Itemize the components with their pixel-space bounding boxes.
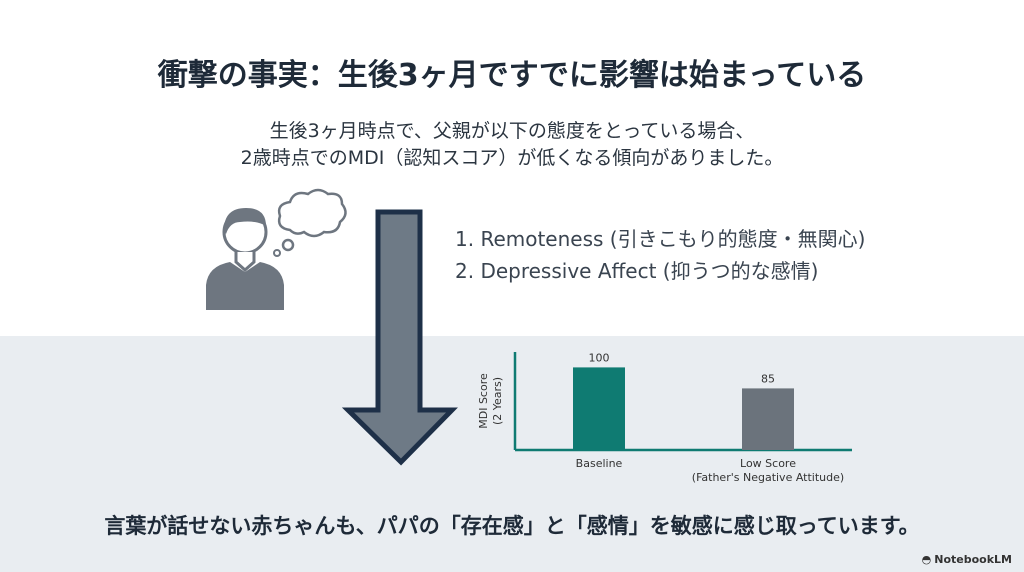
list-item-depressive-affect: 2. Depressive Affect (抑うつ的な感情) (455, 259, 819, 283)
logo-text: NotebookLM (934, 553, 1012, 566)
category-label-1-0: Low Score (740, 457, 796, 470)
subtitle-line-2: 2歳時点でのMDI（認知スコア）が低くなる傾向がありました。 (240, 147, 784, 169)
list-item-remoteness: 1. Remoteness (引きこもり的態度・無関心) (455, 227, 866, 251)
y-axis-label-0: MDI Score (477, 373, 490, 429)
category-label-0-0: Baseline (576, 457, 623, 470)
data-label-1: 85 (761, 372, 775, 385)
data-label-0: 100 (589, 351, 610, 364)
bottom-background (0, 336, 1024, 572)
bar-0 (573, 367, 625, 450)
down-arrow-icon (341, 209, 458, 466)
notebooklm-logo: ◓ NotebookLM (922, 553, 1012, 566)
slide-title: 衝撃の事実：生後3ヶ月ですでに影響は始まっている (157, 58, 867, 93)
person-thinking-icon (206, 188, 347, 310)
mdi-bar-chart: 100 Baseline 85 Low Score(Father's Negative… (477, 351, 852, 484)
category-label-1-1: (Father's Negative Attitude) (692, 471, 844, 484)
subtitle-line-1: 生後3ヶ月時点で、父親が以下の態度をとっている場合、 (269, 120, 755, 142)
logo-icon: ◓ (921, 553, 932, 566)
y-axis-label-1: (2 Years) (491, 377, 504, 425)
bar-1 (742, 388, 794, 450)
bottom-message: 言葉が話せない赤ちゃんも、パパの「存在感」と「感情」を敏感に感じ取っています。 (104, 514, 920, 538)
